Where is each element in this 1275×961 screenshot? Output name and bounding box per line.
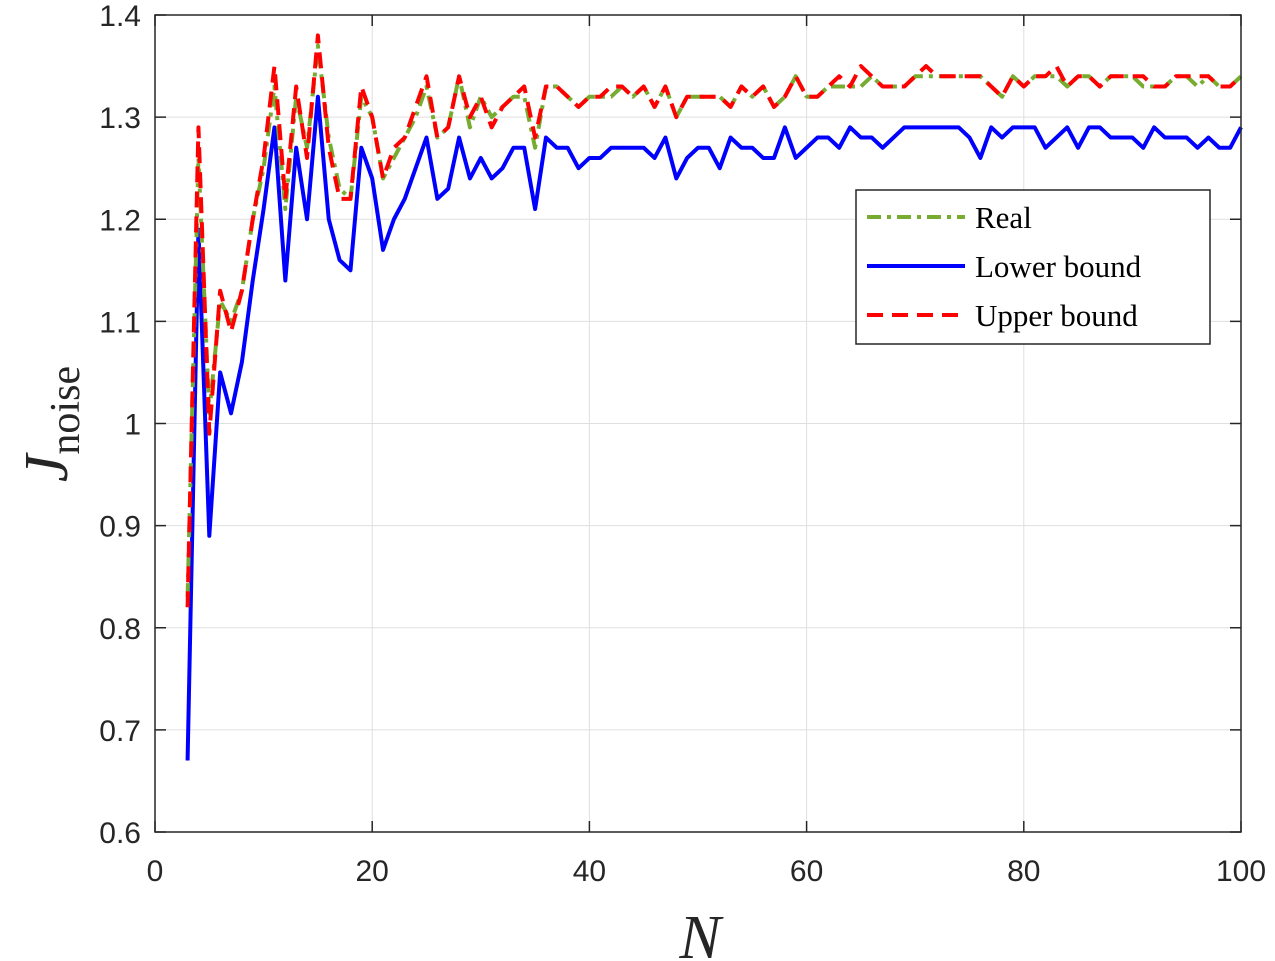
series-line-upper-bound — [185, 33, 1243, 608]
y-tick-label: 1.1 — [99, 306, 141, 339]
x-axis-label: N — [678, 904, 724, 961]
legend-entry-upper-bound: Upper bound — [867, 298, 1138, 333]
legend-label-real: Real — [975, 200, 1032, 235]
y-axis-label-main: J — [13, 452, 81, 482]
legend-label-upper-bound: Upper bound — [975, 298, 1138, 333]
legend-entry-real: Real — [867, 200, 1032, 235]
legend: Real Lower bound Upper bound — [855, 189, 1211, 345]
legend-label-lower-bound: Lower bound — [975, 249, 1142, 284]
y-tick-label: 0.7 — [99, 715, 141, 748]
x-tick-label: 40 — [573, 855, 606, 888]
legend-entry-lower-bound: Lower bound — [867, 249, 1142, 284]
svg-text:Jnoise: Jnoise — [13, 366, 89, 482]
y-tick-label: 0.6 — [99, 817, 141, 850]
x-tick-label: 0 — [147, 855, 164, 888]
x-tick-labels: 0 20 40 60 80 100 — [147, 855, 1266, 888]
y-tick-label: 1 — [124, 409, 141, 442]
x-tick-label: 60 — [790, 855, 823, 888]
y-tick-label: 0.8 — [99, 613, 141, 646]
y-tick-labels: 0.6 0.7 0.8 0.9 1 1.1 1.2 1.3 1.4 — [99, 0, 141, 850]
y-tick-label: 0.9 — [99, 511, 141, 544]
axis-ticks — [154, 14, 1242, 833]
series-layer — [185, 33, 1243, 761]
y-tick-label: 1.3 — [99, 102, 141, 135]
x-tick-label: 100 — [1216, 855, 1266, 888]
y-axis-label-subscript: noise — [43, 366, 89, 455]
series-line-lower-bound — [185, 94, 1243, 761]
y-tick-label: 1.2 — [99, 204, 141, 237]
y-tick-label: 1.4 — [99, 0, 141, 33]
x-tick-label: 20 — [356, 855, 389, 888]
y-axis-label: Jnoise — [13, 366, 89, 482]
x-tick-label: 80 — [1007, 855, 1040, 888]
